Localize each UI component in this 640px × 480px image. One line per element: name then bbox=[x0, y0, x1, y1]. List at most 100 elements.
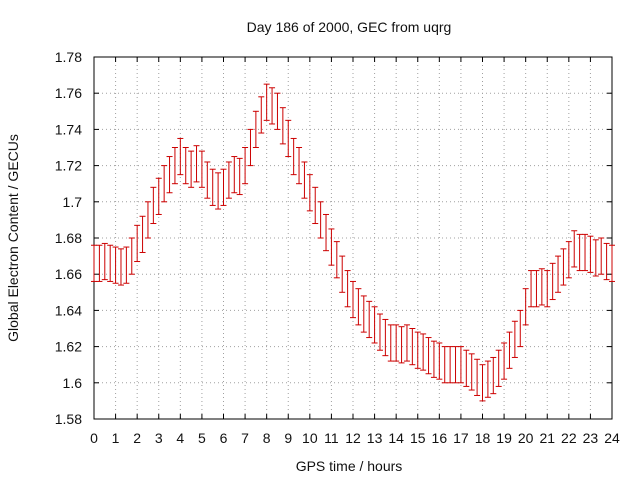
data-point bbox=[452, 346, 459, 384]
data-point bbox=[188, 150, 195, 188]
y-tick-label: 1.6 bbox=[63, 375, 83, 391]
data-point bbox=[506, 331, 513, 369]
data-point bbox=[301, 161, 308, 199]
x-tick-label: 15 bbox=[410, 430, 426, 446]
data-point bbox=[474, 358, 481, 396]
data-point bbox=[317, 201, 324, 239]
data-point bbox=[215, 172, 222, 210]
data-point bbox=[544, 270, 551, 308]
data-point bbox=[198, 150, 205, 188]
data-point bbox=[549, 262, 556, 301]
data-point bbox=[360, 295, 367, 333]
x-tick-label: 10 bbox=[302, 430, 318, 446]
y-tick-label: 1.62 bbox=[55, 339, 82, 355]
y-tick-label: 1.7 bbox=[63, 194, 83, 210]
data-point bbox=[387, 324, 394, 362]
data-point bbox=[398, 326, 405, 364]
data-point bbox=[582, 233, 589, 272]
data-point bbox=[468, 353, 475, 391]
x-tick-label: 6 bbox=[220, 430, 228, 446]
axis-ticks bbox=[93, 56, 613, 420]
data-point bbox=[517, 309, 524, 348]
data-point bbox=[296, 147, 303, 185]
y-tick-label: 1.64 bbox=[55, 302, 82, 318]
x-tick-label: 13 bbox=[367, 430, 383, 446]
x-tick-label: 16 bbox=[432, 430, 448, 446]
grid-lines bbox=[94, 57, 612, 419]
data-point bbox=[495, 349, 502, 387]
data-point bbox=[91, 244, 97, 282]
y-axis-label: Global Electron Content / GECUs bbox=[5, 134, 21, 342]
data-point bbox=[598, 237, 605, 275]
x-tick-label: 19 bbox=[496, 430, 512, 446]
data-point bbox=[128, 237, 135, 275]
data-point bbox=[285, 119, 292, 158]
x-axis-label: GPS time / hours bbox=[296, 458, 403, 474]
data-point bbox=[376, 313, 383, 351]
x-tick-label: 9 bbox=[284, 430, 292, 446]
x-tick-label: 14 bbox=[388, 430, 404, 446]
data-point bbox=[441, 346, 448, 384]
data-point bbox=[409, 328, 416, 366]
data-point bbox=[171, 147, 178, 185]
data-point bbox=[576, 233, 583, 272]
x-tick-label: 5 bbox=[198, 430, 206, 446]
data-point bbox=[150, 186, 157, 225]
data-point bbox=[587, 235, 594, 273]
data-point bbox=[252, 110, 259, 148]
data-point bbox=[403, 324, 410, 362]
data-point bbox=[323, 213, 330, 252]
x-tick-label: 3 bbox=[155, 430, 163, 446]
data-point bbox=[166, 156, 173, 194]
gec-series bbox=[91, 83, 615, 402]
data-point bbox=[279, 107, 286, 145]
data-point bbox=[112, 246, 119, 284]
data-point bbox=[144, 201, 151, 239]
data-point bbox=[555, 255, 562, 293]
data-point bbox=[263, 83, 270, 121]
data-point bbox=[533, 270, 540, 308]
y-tick-label: 1.74 bbox=[55, 121, 82, 137]
data-point bbox=[96, 244, 103, 282]
data-point bbox=[231, 156, 238, 194]
y-tick-label: 1.78 bbox=[55, 49, 82, 65]
data-point bbox=[382, 318, 389, 357]
data-point bbox=[107, 244, 114, 282]
x-tick-label: 11 bbox=[324, 430, 339, 446]
y-tick-label: 1.72 bbox=[55, 158, 82, 174]
data-point bbox=[117, 248, 124, 286]
data-point bbox=[134, 224, 141, 263]
data-point bbox=[204, 161, 211, 199]
data-point bbox=[484, 360, 491, 398]
x-tick-label: 21 bbox=[539, 430, 555, 446]
data-point bbox=[123, 246, 130, 284]
y-tick-label: 1.76 bbox=[55, 85, 82, 101]
data-point bbox=[177, 137, 184, 176]
data-point bbox=[463, 349, 470, 387]
data-point bbox=[603, 242, 610, 281]
data-point bbox=[425, 337, 432, 375]
data-point bbox=[247, 128, 254, 167]
data-point bbox=[328, 228, 335, 266]
chart-title: Day 186 of 2000, GEC from uqrg bbox=[247, 19, 452, 35]
data-point bbox=[366, 300, 373, 339]
data-point bbox=[490, 356, 497, 395]
data-point bbox=[269, 87, 276, 125]
data-point bbox=[290, 137, 297, 176]
data-point bbox=[242, 147, 249, 185]
data-point bbox=[220, 168, 227, 206]
y-tick-label: 1.58 bbox=[55, 411, 82, 427]
y-tick-labels: 1.58 1.6 1.62 1.64 1.66 1.68 1.7 1.72 1.74 1.76 1.… bbox=[55, 49, 82, 427]
data-point bbox=[306, 174, 313, 212]
data-point bbox=[161, 165, 168, 203]
data-point bbox=[447, 346, 454, 384]
x-tick-label: 17 bbox=[453, 430, 469, 446]
y-tick-label: 1.66 bbox=[55, 266, 82, 282]
x-tick-labels: 0 1 2 3 4 5 6 7 8 9 10 11 12 13 14 15 16 17 18 19 20 21 22 23 24 bbox=[90, 430, 620, 446]
x-tick-label: 1 bbox=[112, 430, 120, 446]
data-point bbox=[511, 320, 518, 358]
data-point bbox=[565, 241, 572, 279]
data-point bbox=[225, 161, 232, 199]
data-point bbox=[182, 147, 189, 185]
